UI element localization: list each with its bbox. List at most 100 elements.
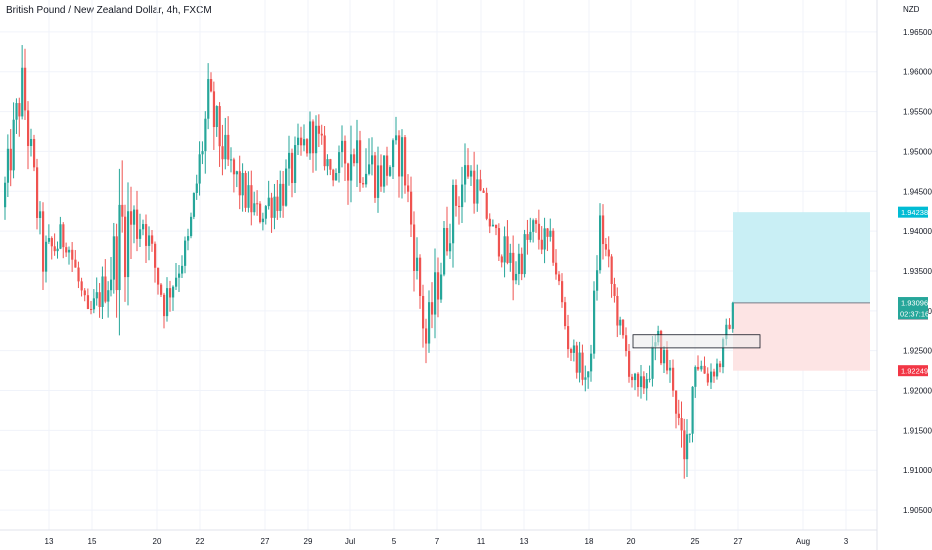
candle [317, 114, 321, 148]
candle [663, 345, 666, 374]
candle [148, 226, 151, 261]
position-tool[interactable] [733, 212, 870, 371]
candle [371, 137, 374, 176]
candle-body [139, 229, 142, 239]
candle [491, 219, 495, 227]
candle-body [178, 273, 181, 278]
candle-body [645, 379, 648, 389]
candle [71, 242, 74, 272]
candle-body [329, 159, 332, 170]
candle-body [669, 367, 672, 371]
candle-body [607, 249, 610, 257]
candle [413, 211, 416, 292]
candle [440, 262, 443, 303]
candle-body [279, 183, 282, 211]
candle [728, 318, 731, 330]
candle-body [497, 228, 501, 257]
candle [59, 216, 62, 250]
candle [540, 226, 543, 255]
candle [347, 162, 350, 205]
candle-body [431, 302, 434, 315]
candle [672, 359, 675, 397]
candle [241, 163, 244, 212]
candle [509, 243, 512, 272]
candle [555, 249, 558, 280]
candle-body [476, 179, 479, 204]
candle-body [628, 351, 631, 377]
candle-body [33, 138, 36, 168]
candle [306, 138, 309, 157]
candle-body [672, 367, 675, 391]
candle [329, 158, 332, 176]
candle [157, 267, 160, 295]
candle [731, 301, 734, 333]
candle [169, 280, 172, 312]
candle [503, 226, 506, 278]
candle-body [323, 135, 326, 167]
x-tick-label: 27 [261, 537, 270, 546]
candle-body [204, 118, 207, 152]
consolidation-box-layer[interactable] [632, 334, 761, 349]
candle [326, 154, 329, 176]
candle [142, 219, 145, 236]
candle-body [422, 295, 425, 329]
candle-body [648, 378, 651, 380]
candle [172, 285, 175, 311]
candle [247, 171, 250, 213]
candle [523, 229, 526, 278]
price-axis[interactable]: 1.96500 1.96000 1.95500 1.95000 1.94500 1.940… [903, 28, 932, 515]
candle [192, 192, 196, 220]
candle [201, 141, 204, 165]
candle [359, 130, 362, 192]
candle-body [725, 324, 728, 340]
candle [315, 115, 318, 171]
candle [488, 213, 491, 234]
candle-body [416, 257, 419, 271]
x-tick-label: 7 [435, 537, 440, 546]
candle [464, 143, 467, 203]
candle-body [356, 140, 359, 164]
time-axis[interactable]: 13 15 20 22 27 29 Jul 5 7 11 13 18 20 25 27 Aug 3 [45, 537, 849, 546]
candle-body [602, 215, 605, 245]
candle [166, 277, 169, 322]
candle-body [187, 236, 190, 241]
candle-body [166, 288, 169, 317]
candle-body [121, 204, 124, 217]
candle-body [506, 236, 509, 263]
candle-body [587, 371, 590, 378]
candle [425, 318, 428, 364]
currency-label: NZD [903, 5, 920, 14]
stop-loss-badge: 1.92249 [898, 365, 928, 377]
candle-body [666, 349, 669, 371]
candle-body [500, 256, 503, 263]
candle-body [142, 224, 145, 230]
candles [4, 45, 734, 479]
candle-body [230, 159, 233, 161]
candle [215, 105, 218, 137]
candle [428, 290, 431, 353]
candle-body [731, 302, 734, 329]
candle-body [172, 286, 175, 298]
candle [529, 217, 532, 243]
candle [680, 401, 683, 448]
candle-body [452, 184, 455, 244]
candle [395, 116, 398, 145]
candle [602, 204, 605, 260]
candle-body [434, 272, 437, 315]
candle-body [36, 167, 39, 218]
candle-body [485, 192, 488, 219]
candle [410, 176, 413, 237]
candle [691, 386, 694, 443]
current-price-badge-label: 1.93096 [901, 299, 928, 308]
candle [6, 134, 10, 197]
take-profit-zone[interactable] [733, 212, 870, 303]
candle-body [455, 184, 458, 206]
candle-body [6, 148, 10, 183]
candle-body [198, 154, 201, 184]
x-tick-label: 27 [734, 537, 743, 546]
candle [288, 135, 291, 186]
candle-body [350, 154, 353, 181]
candle-body [184, 240, 187, 266]
consolidation-box[interactable] [632, 334, 761, 349]
